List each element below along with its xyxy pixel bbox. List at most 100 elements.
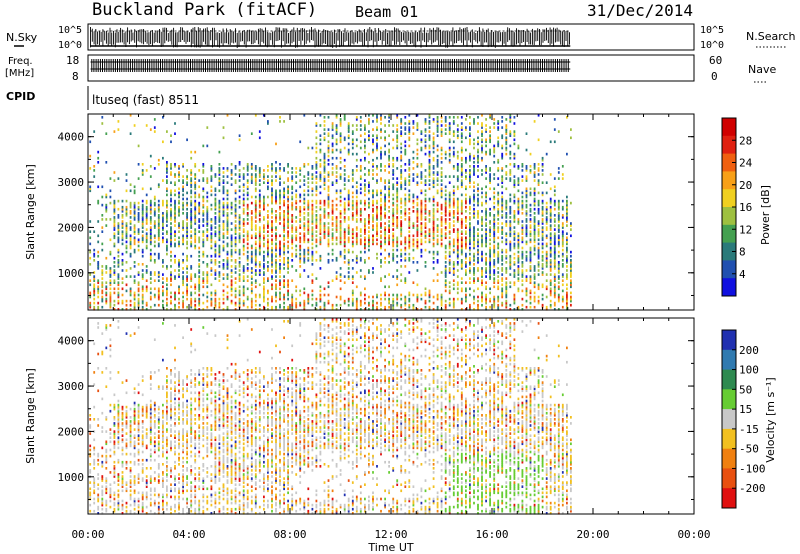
heatmap-cell bbox=[440, 161, 443, 164]
heatmap-cell bbox=[327, 193, 330, 197]
heatmap-cell bbox=[279, 201, 281, 205]
heatmap-cell bbox=[149, 228, 152, 231]
heatmap-cell bbox=[125, 250, 128, 254]
heatmap-cell bbox=[456, 167, 459, 170]
heatmap-cell bbox=[162, 261, 164, 264]
heatmap-cell bbox=[505, 269, 508, 272]
heatmap-cell bbox=[214, 240, 217, 244]
heatmap-cell bbox=[279, 252, 281, 256]
heatmap-cell bbox=[283, 256, 285, 260]
heatmap-cell bbox=[234, 181, 237, 184]
heatmap-cell bbox=[250, 261, 253, 264]
heatmap-cell bbox=[166, 289, 168, 293]
heatmap-cell bbox=[234, 203, 237, 207]
heatmap-cell bbox=[214, 263, 217, 266]
heatmap-cell bbox=[202, 179, 205, 182]
heatmap-cell bbox=[412, 210, 415, 213]
heatmap-cell bbox=[355, 261, 358, 264]
heatmap-cell bbox=[291, 252, 294, 256]
heatmap-cell bbox=[246, 173, 249, 176]
heatmap-cell bbox=[416, 232, 419, 235]
heatmap-cell bbox=[109, 250, 112, 254]
heatmap-cell bbox=[424, 234, 427, 238]
heatmap-cell bbox=[153, 130, 156, 133]
heatmap-cell bbox=[335, 130, 338, 133]
heatmap-cell bbox=[254, 273, 257, 276]
heatmap-cell bbox=[222, 289, 225, 293]
heatmap-cell bbox=[359, 238, 362, 242]
heatmap-cell bbox=[271, 287, 273, 291]
heatmap-cell bbox=[408, 132, 411, 135]
heatmap-cell bbox=[412, 224, 415, 227]
heatmap-cell bbox=[89, 283, 92, 287]
heatmap-cell bbox=[283, 228, 285, 231]
heatmap-cell bbox=[368, 226, 370, 229]
heatmap-cell bbox=[485, 124, 487, 127]
heatmap-cell bbox=[311, 203, 314, 207]
heatmap-cell bbox=[174, 305, 176, 309]
heatmap-cell bbox=[376, 301, 378, 305]
heatmap-cell bbox=[162, 179, 164, 182]
heatmap-cell bbox=[174, 212, 176, 215]
heatmap-cell bbox=[242, 248, 245, 252]
heatmap-cell bbox=[275, 263, 277, 266]
heatmap-cell bbox=[113, 279, 116, 282]
heatmap-cell bbox=[283, 261, 285, 264]
heatmap-cell bbox=[497, 191, 500, 195]
heatmap-cell bbox=[505, 301, 508, 305]
heatmap-cell bbox=[198, 277, 201, 280]
heatmap-cell bbox=[493, 271, 496, 274]
heatmap-cell bbox=[501, 216, 504, 219]
heatmap-cell bbox=[222, 232, 225, 235]
heatmap-cell bbox=[133, 236, 136, 240]
heatmap-cell bbox=[162, 236, 164, 240]
heatmap-cell bbox=[315, 308, 318, 311]
heatmap-cell bbox=[315, 250, 318, 254]
heatmap-cell bbox=[206, 285, 209, 289]
heatmap-cell bbox=[89, 167, 92, 170]
heatmap-cell bbox=[149, 212, 152, 215]
heatmap-cell bbox=[473, 254, 475, 258]
heatmap-cell bbox=[408, 161, 411, 164]
heatmap-cell bbox=[178, 240, 180, 244]
heatmap-cell bbox=[456, 177, 459, 180]
heatmap-cell bbox=[141, 305, 144, 309]
heatmap-cell bbox=[331, 207, 334, 211]
heatmap-cell bbox=[400, 171, 403, 174]
heatmap-cell bbox=[489, 138, 491, 142]
heatmap-cell bbox=[307, 146, 310, 150]
heatmap-cell bbox=[327, 244, 330, 248]
heatmap-cell bbox=[364, 287, 366, 291]
heatmap-cell bbox=[331, 183, 334, 186]
heatmap-cell bbox=[295, 189, 298, 193]
heatmap-cell bbox=[230, 271, 233, 274]
heatmap-cell bbox=[121, 222, 124, 225]
heatmap-cell bbox=[166, 230, 168, 233]
heatmap-cell bbox=[347, 216, 350, 219]
heatmap-cell bbox=[125, 230, 128, 233]
heatmap-cell bbox=[428, 116, 431, 119]
heatmap-cell bbox=[428, 230, 431, 233]
heatmap-cell bbox=[186, 228, 188, 231]
heatmap-cell bbox=[258, 240, 261, 244]
heatmap-cell bbox=[372, 234, 374, 238]
heatmap-cell bbox=[186, 201, 188, 205]
heatmap-cell bbox=[481, 279, 483, 282]
heatmap-cell bbox=[283, 250, 285, 254]
heatmap-cell bbox=[133, 265, 136, 268]
heatmap-cell bbox=[469, 248, 471, 252]
heatmap-cell bbox=[456, 291, 459, 295]
heatmap-cell bbox=[388, 185, 390, 189]
heatmap-cell bbox=[258, 214, 261, 217]
heatmap-cell bbox=[355, 124, 358, 127]
heatmap-cell bbox=[452, 130, 455, 133]
heatmap-cell bbox=[97, 263, 100, 266]
heatmap-cell bbox=[339, 173, 342, 176]
heatmap-cell bbox=[133, 207, 136, 211]
heatmap-cell bbox=[396, 220, 399, 223]
heatmap-cell bbox=[303, 256, 306, 260]
heatmap-cell bbox=[174, 269, 176, 272]
heatmap-cell bbox=[222, 220, 225, 223]
heatmap-cell bbox=[456, 130, 459, 133]
heatmap-cell bbox=[477, 214, 479, 217]
